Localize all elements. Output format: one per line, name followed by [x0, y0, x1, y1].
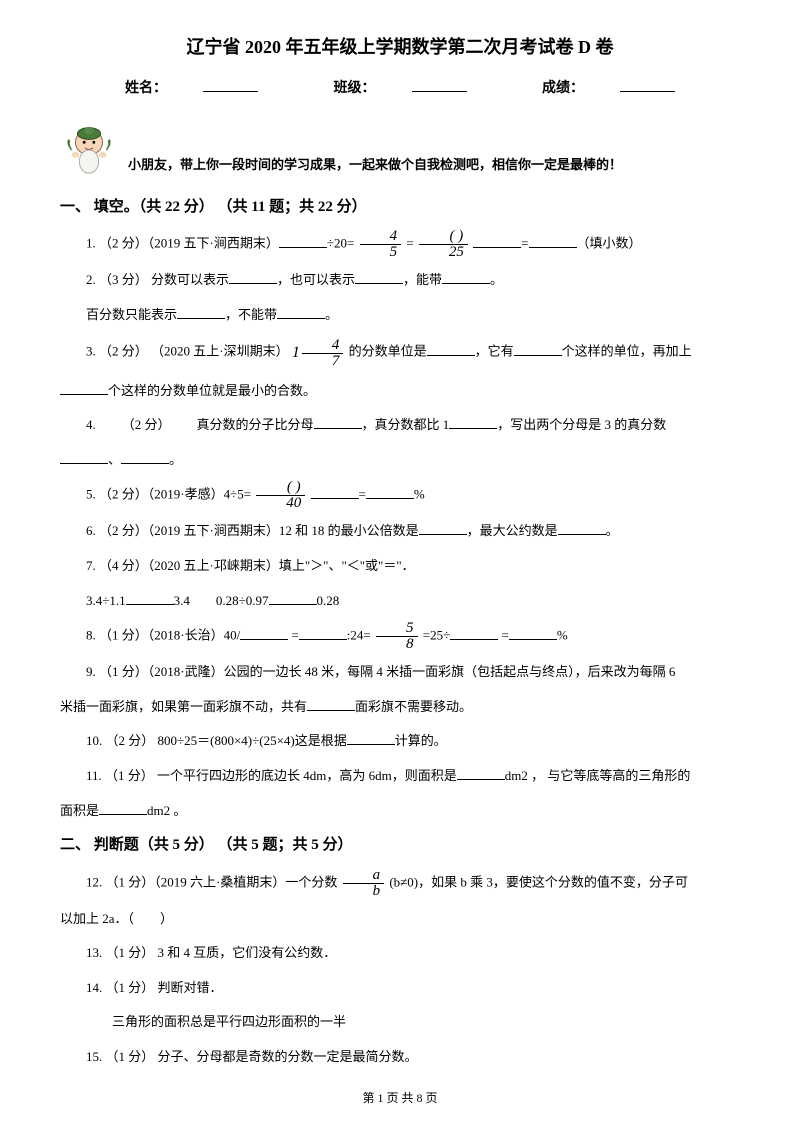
- question-7: 7. （4 分）（2020 五上·邛崃期末）填上"＞"、"＜"或"＝"．: [60, 552, 740, 581]
- question-9: 9. （1 分）（2018·武隆）公园的一边长 48 米，每隔 4 米插一面彩旗…: [60, 658, 740, 687]
- question-12: 12. （1 分）（2019 六上·桑植期末）一个分数 ab (b≠0)，如果 …: [60, 868, 740, 899]
- question-3-cont: 个这样的分数单位就是最小的合数。: [60, 377, 740, 406]
- question-13: 13. （1 分） 3 和 4 互质，它们没有公约数．: [60, 939, 740, 968]
- section-2-header: 二、 判断题（共 5 分） （共 5 题；共 5 分）: [60, 831, 740, 860]
- mascot-row: 小朋友，带上你一段时间的学习成果，一起来做个自我检测吧，相信你一定是最棒的！: [60, 121, 740, 179]
- name-field: 姓名：: [107, 81, 276, 96]
- page-footer: 第 1 页 共 8 页: [0, 1087, 800, 1110]
- question-14: 14. （1 分） 判断对错．: [60, 974, 740, 1003]
- score-field: 成绩：: [524, 81, 693, 96]
- mascot-icon: [60, 121, 118, 179]
- question-3: 3. （2 分） （2020 五上·深圳期末） 147 的分数单位是，它有个这样…: [60, 335, 740, 370]
- question-9-cont: 米插一面彩旗，如果第一面彩旗不动，共有面彩旗不需要移动。: [60, 693, 740, 722]
- question-6: 6. （2 分）（2019 五下·涧西期末）12 和 18 的最小公倍数是，最大…: [60, 517, 740, 546]
- page-title: 辽宁省 2020 年五年级上学期数学第二次月考试卷 D 卷: [60, 30, 740, 64]
- question-11: 11. （1 分） 一个平行四边形的底边长 4dm，高为 6dm，则面积是dm2…: [60, 762, 740, 791]
- question-5: 5. （2 分）（2019·孝感）4÷5= ( )40 =%: [60, 480, 740, 511]
- question-4-cont: 、。: [60, 446, 740, 475]
- question-11-cont: 面积是dm2 。: [60, 797, 740, 826]
- section-1-header: 一、 填空。（共 22 分） （共 11 题；共 22 分）: [60, 193, 740, 222]
- class-field: 班级：: [316, 81, 485, 96]
- question-15: 15. （1 分） 分子、分母都是奇数的分数一定是最简分数。: [60, 1043, 740, 1072]
- question-4: 4. （2 分） 真分数的分子比分母，真分数都比 1，写出两个分母是 3 的真分…: [60, 411, 740, 440]
- question-8: 8. （1 分）（2018·长治）40/ =:24= 58 =25÷ =%: [60, 621, 740, 652]
- question-2-cont: 百分数只能表示，不能带。: [60, 301, 740, 330]
- question-14-sub: 三角形的面积总是平行四边形面积的一半: [86, 1008, 740, 1037]
- encouragement-text: 小朋友，带上你一段时间的学习成果，一起来做个自我检测吧，相信你一定是最棒的！: [128, 121, 740, 178]
- header-fields: 姓名： 班级： 成绩：: [60, 76, 740, 103]
- question-1: 1. （2 分）（2019 五下·涧西期末）÷20= 45 = ( )25 =（…: [60, 229, 740, 260]
- question-10: 10. （2 分） 800÷25＝(800×4)÷(25×4)这是根据计算的。: [60, 727, 740, 756]
- question-12-cont: 以加上 2a．（ ）: [60, 905, 740, 934]
- question-7-sub: 3.4÷1.13.4 0.28÷0.970.28: [86, 587, 740, 616]
- question-2: 2. （3 分） 分数可以表示，也可以表示，能带。: [60, 266, 740, 295]
